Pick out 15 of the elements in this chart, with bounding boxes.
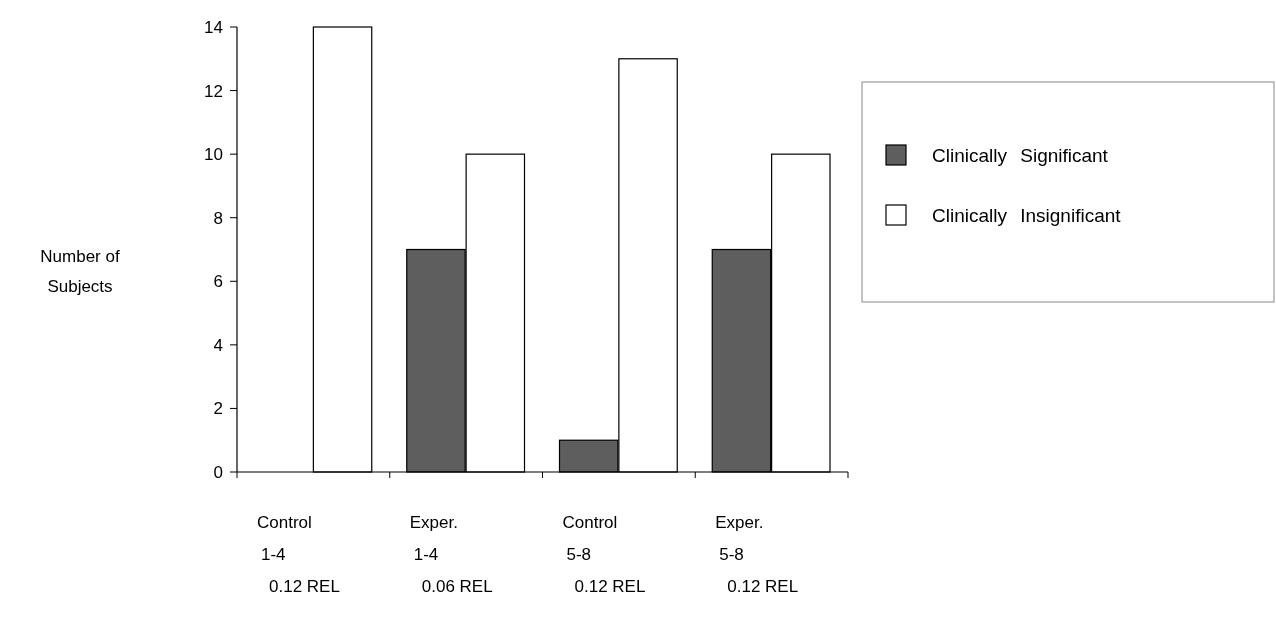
x-tick-label: Control 5-8 0.12 REL: [562, 513, 646, 596]
y-tick-label: 14: [204, 17, 223, 37]
legend-label: Clinically Significant: [932, 144, 1109, 166]
legend-label: Clinically Insignificant: [932, 204, 1122, 226]
y-tick-label: 12: [204, 81, 223, 101]
x-tick-label: Exper. 1-4 0.06 REL: [409, 513, 493, 596]
y-tick-label: 6: [213, 272, 223, 292]
y-tick-label: 8: [213, 208, 223, 228]
x-tick-label: Control 1-4 0.12 REL: [257, 513, 340, 596]
y-tick-label: 0: [213, 462, 223, 482]
y-axis-title: Number of Subjects: [40, 247, 120, 296]
y-tick-label: 2: [213, 399, 223, 419]
x-tick-label: Exper. 5-8 0.12 REL: [715, 513, 799, 596]
y-tick-label: 4: [213, 335, 223, 355]
y-tick-label: 10: [204, 145, 223, 165]
